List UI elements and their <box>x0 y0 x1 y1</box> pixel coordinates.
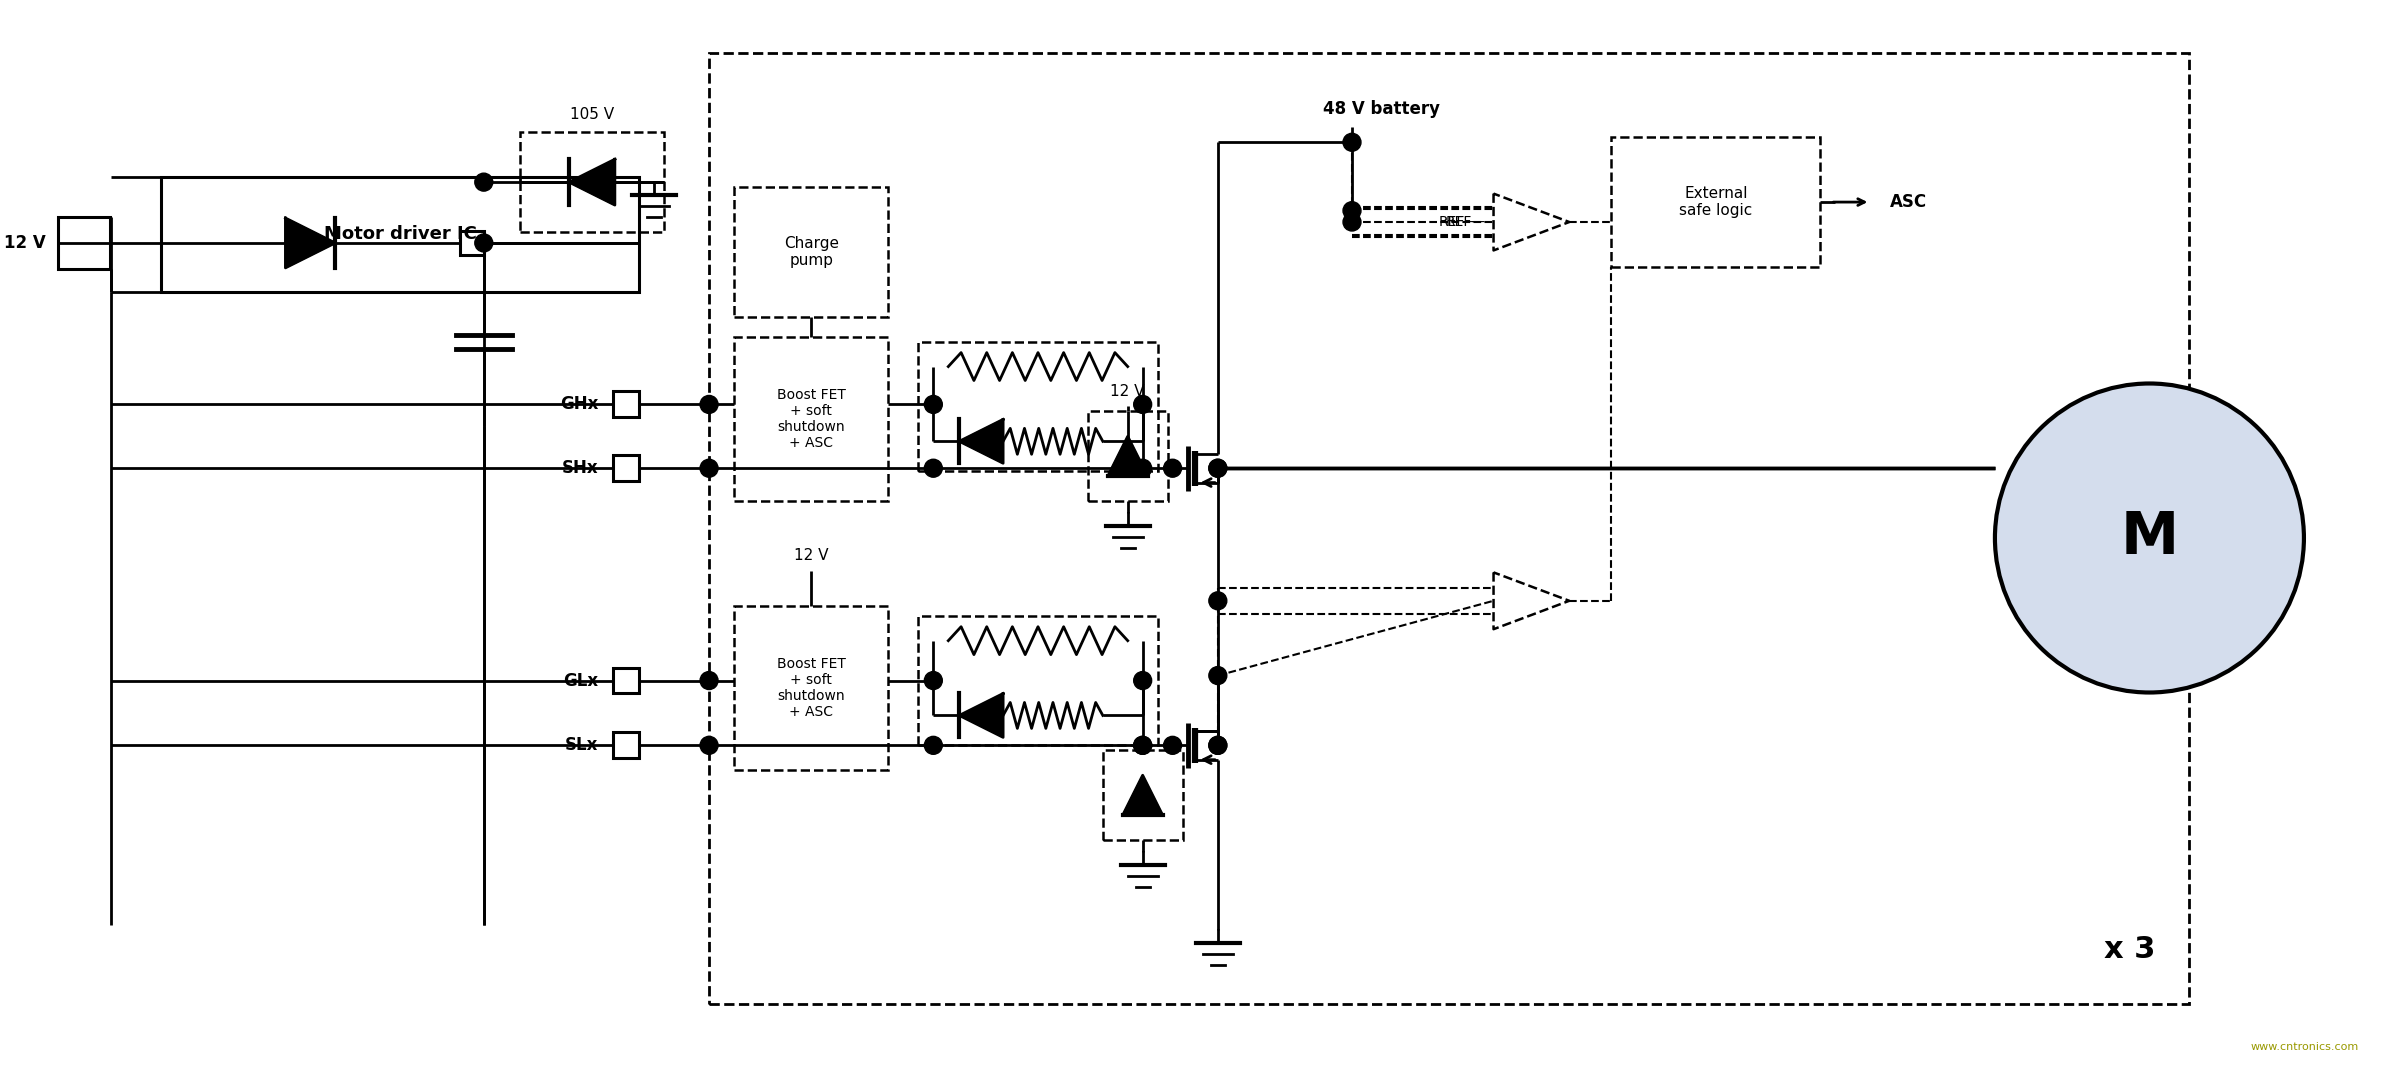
Circle shape <box>1119 459 1136 477</box>
Polygon shape <box>1107 437 1148 477</box>
Polygon shape <box>960 420 1003 464</box>
Circle shape <box>1343 201 1362 220</box>
Circle shape <box>1133 671 1152 690</box>
Text: 12 V: 12 V <box>5 233 46 252</box>
Circle shape <box>700 671 717 690</box>
Circle shape <box>1208 459 1227 477</box>
Circle shape <box>700 736 717 754</box>
Bar <box>1612 138 1821 267</box>
Circle shape <box>1133 736 1152 754</box>
Circle shape <box>924 459 943 477</box>
Text: Boost FET
+ soft
shutdown
+ ASC: Boost FET + soft shutdown + ASC <box>777 656 845 720</box>
Text: GHx: GHx <box>561 395 599 413</box>
Text: REF—: REF— <box>1446 215 1485 229</box>
Bar <box>460 231 484 255</box>
Bar <box>614 455 640 481</box>
Circle shape <box>1208 667 1227 684</box>
Circle shape <box>700 396 717 413</box>
Circle shape <box>474 173 493 192</box>
Text: 48 V battery: 48 V battery <box>1323 100 1441 118</box>
Bar <box>919 342 1157 471</box>
Text: www.cntronics.com: www.cntronics.com <box>2250 1043 2358 1052</box>
Bar <box>734 606 888 770</box>
Bar <box>1088 411 1167 501</box>
Bar <box>614 733 640 759</box>
Circle shape <box>1208 736 1227 754</box>
Circle shape <box>700 459 717 477</box>
Text: External
safe logic: External safe logic <box>1679 186 1752 218</box>
Bar <box>710 53 2189 1005</box>
Bar <box>734 337 888 501</box>
Circle shape <box>924 736 943 754</box>
Text: SLx: SLx <box>565 736 599 754</box>
Circle shape <box>1133 459 1152 477</box>
Bar <box>919 615 1157 746</box>
Circle shape <box>1208 459 1227 477</box>
Bar <box>58 217 111 269</box>
Text: x 3: x 3 <box>2103 935 2156 964</box>
Circle shape <box>1165 459 1181 477</box>
Circle shape <box>924 671 943 690</box>
Circle shape <box>474 233 493 252</box>
Circle shape <box>924 396 943 413</box>
Text: REF—: REF— <box>1439 215 1480 229</box>
Circle shape <box>1343 133 1362 152</box>
Polygon shape <box>1124 775 1162 816</box>
Circle shape <box>1165 736 1181 754</box>
Bar <box>734 187 888 316</box>
Text: Motor driver IC: Motor driver IC <box>325 226 476 243</box>
Text: 105 V: 105 V <box>570 107 614 122</box>
Circle shape <box>1208 736 1227 754</box>
Bar <box>614 667 640 694</box>
Bar <box>161 178 640 292</box>
Text: 12 V: 12 V <box>1112 384 1145 399</box>
Text: Charge
pump: Charge pump <box>784 236 840 268</box>
Text: GLx: GLx <box>563 671 599 690</box>
Circle shape <box>1343 213 1362 231</box>
Text: M: M <box>2120 510 2177 566</box>
Bar <box>1102 750 1181 840</box>
Text: Boost FET
+ soft
shutdown
+ ASC: Boost FET + soft shutdown + ASC <box>777 387 845 450</box>
Bar <box>520 132 664 232</box>
Text: 12 V: 12 V <box>794 549 828 564</box>
Circle shape <box>1133 736 1152 754</box>
Circle shape <box>1208 592 1227 610</box>
Text: ASC: ASC <box>1891 193 1927 211</box>
Polygon shape <box>960 694 1003 737</box>
Polygon shape <box>286 218 334 268</box>
Polygon shape <box>568 159 616 206</box>
Circle shape <box>1995 383 2305 693</box>
Text: SHx: SHx <box>561 459 599 478</box>
Bar <box>614 392 640 417</box>
Circle shape <box>1133 396 1152 413</box>
